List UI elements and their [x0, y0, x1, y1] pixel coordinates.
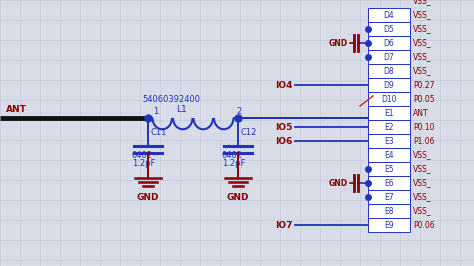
Text: VSS_: VSS_: [413, 193, 432, 202]
Text: D6: D6: [383, 39, 394, 48]
Text: E3: E3: [384, 136, 394, 146]
Text: E6: E6: [384, 178, 394, 188]
Bar: [368, 218, 410, 232]
Text: D9: D9: [383, 81, 394, 89]
Text: E4: E4: [384, 151, 394, 160]
Text: IO5: IO5: [275, 123, 293, 131]
Text: VSS_: VSS_: [413, 66, 432, 76]
Text: E1: E1: [384, 109, 394, 118]
Text: 0402: 0402: [132, 151, 153, 160]
Text: P0.06: P0.06: [413, 221, 435, 230]
Text: D4: D4: [383, 10, 394, 19]
Text: P1.06: P1.06: [413, 136, 435, 146]
Text: P0.05: P0.05: [413, 94, 435, 103]
Bar: [368, 106, 410, 120]
Text: IO4: IO4: [275, 81, 293, 89]
Bar: [368, 148, 410, 162]
Text: ANT: ANT: [413, 109, 428, 118]
Text: D10: D10: [381, 94, 397, 103]
Text: VSS_: VSS_: [413, 10, 432, 19]
Text: GND: GND: [227, 193, 249, 202]
Text: VSS_: VSS_: [413, 39, 432, 48]
Text: D8: D8: [383, 66, 394, 76]
Bar: [368, 176, 410, 190]
Text: C11: C11: [151, 128, 167, 137]
Text: VSS_: VSS_: [413, 52, 432, 61]
Text: VSS_: VSS_: [413, 0, 432, 6]
Text: E5: E5: [384, 164, 394, 173]
Bar: [368, 162, 410, 176]
Text: IO6: IO6: [275, 136, 293, 146]
Bar: [368, 134, 410, 148]
Text: D5: D5: [383, 24, 394, 34]
Text: C12: C12: [241, 128, 257, 137]
Bar: [368, 22, 410, 36]
Text: 1: 1: [153, 107, 158, 116]
Bar: [368, 64, 410, 78]
Text: GND: GND: [329, 178, 348, 188]
Text: P0.10: P0.10: [413, 123, 435, 131]
Bar: [368, 120, 410, 134]
Text: E9: E9: [384, 221, 394, 230]
Bar: [368, 92, 410, 106]
Text: VSS_: VSS_: [413, 24, 432, 34]
Text: 2: 2: [236, 107, 241, 116]
Text: E7: E7: [384, 193, 394, 202]
Bar: [368, 36, 410, 50]
Text: 1.2pF: 1.2pF: [222, 159, 246, 168]
Text: 1.2pF: 1.2pF: [132, 159, 155, 168]
Text: D7: D7: [383, 52, 394, 61]
Text: VSS_: VSS_: [413, 178, 432, 188]
Text: VSS_: VSS_: [413, 206, 432, 215]
Text: P0.27: P0.27: [413, 81, 435, 89]
Text: ANT: ANT: [6, 105, 27, 114]
Bar: [368, 204, 410, 218]
Text: 0402: 0402: [222, 151, 243, 160]
Bar: [368, 8, 410, 22]
Bar: [368, 50, 410, 64]
Bar: [368, 190, 410, 204]
Bar: [368, 78, 410, 92]
Text: E8: E8: [384, 206, 394, 215]
Text: GND: GND: [137, 193, 159, 202]
Text: E2: E2: [384, 123, 394, 131]
Text: VSS_: VSS_: [413, 151, 432, 160]
Text: GND: GND: [329, 39, 348, 48]
Text: L1: L1: [177, 105, 187, 114]
Text: 54060392400: 54060392400: [142, 95, 200, 104]
Text: IO7: IO7: [275, 221, 293, 230]
Text: VSS_: VSS_: [413, 164, 432, 173]
